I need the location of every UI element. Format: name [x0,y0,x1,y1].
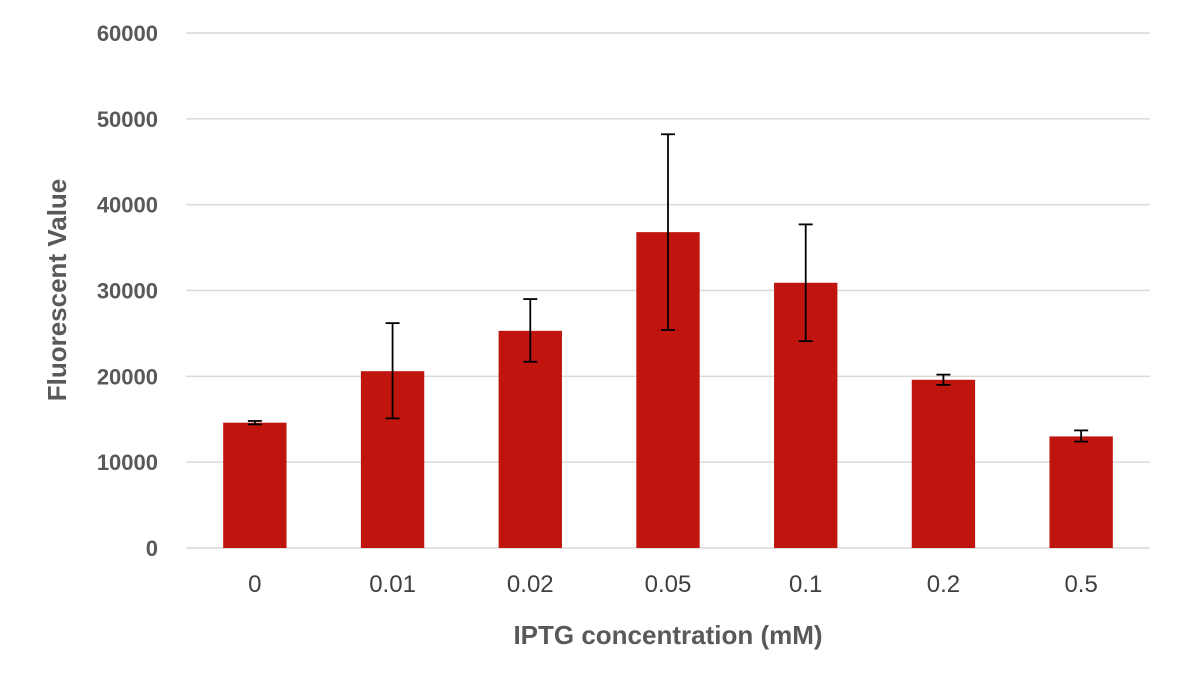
error-bar-0.01 [385,322,400,420]
bar-0.2 [911,379,976,548]
y-tick-label: 30000 [97,279,158,304]
bar-0.02 [498,330,562,548]
x-tick-label: 0.02 [507,571,554,598]
error-bar-0.1 [798,223,813,343]
error-bar-0.02 [523,298,538,363]
x-axis-ticks: 0 0.01 0.02 0.05 0.1 0.2 0.5 [248,571,1098,598]
bar-0.5 [1049,436,1113,548]
x-tick-label: 0.5 [1064,571,1097,598]
y-tick-label: 40000 [97,193,158,218]
error-bar-0 [247,420,262,426]
x-tick-label: 0.2 [927,571,960,598]
bar-0 [223,422,287,548]
x-tick-label: 0.05 [645,571,692,598]
x-tick-label: 0 [248,571,261,598]
x-tick-label: 0.01 [369,571,416,598]
x-tick-label: 0.1 [789,571,822,598]
y-tick-label: 20000 [97,364,158,389]
y-axis-ticks: 0 10000 20000 30000 40000 50000 60000 [97,21,158,561]
y-tick-label: 50000 [97,107,158,132]
error-bar-0.2 [936,373,951,386]
y-tick-label: 0 [146,536,158,561]
y-tick-label: 60000 [97,21,158,46]
error-bar-0.5 [1074,429,1089,443]
error-bar-0.05 [661,133,675,331]
y-axis-title: Fluorescent Value [42,179,72,402]
error-bars [247,133,1089,443]
y-tick-label: 10000 [97,450,158,475]
x-axis-title: IPTG concentration (mM) [513,620,822,650]
